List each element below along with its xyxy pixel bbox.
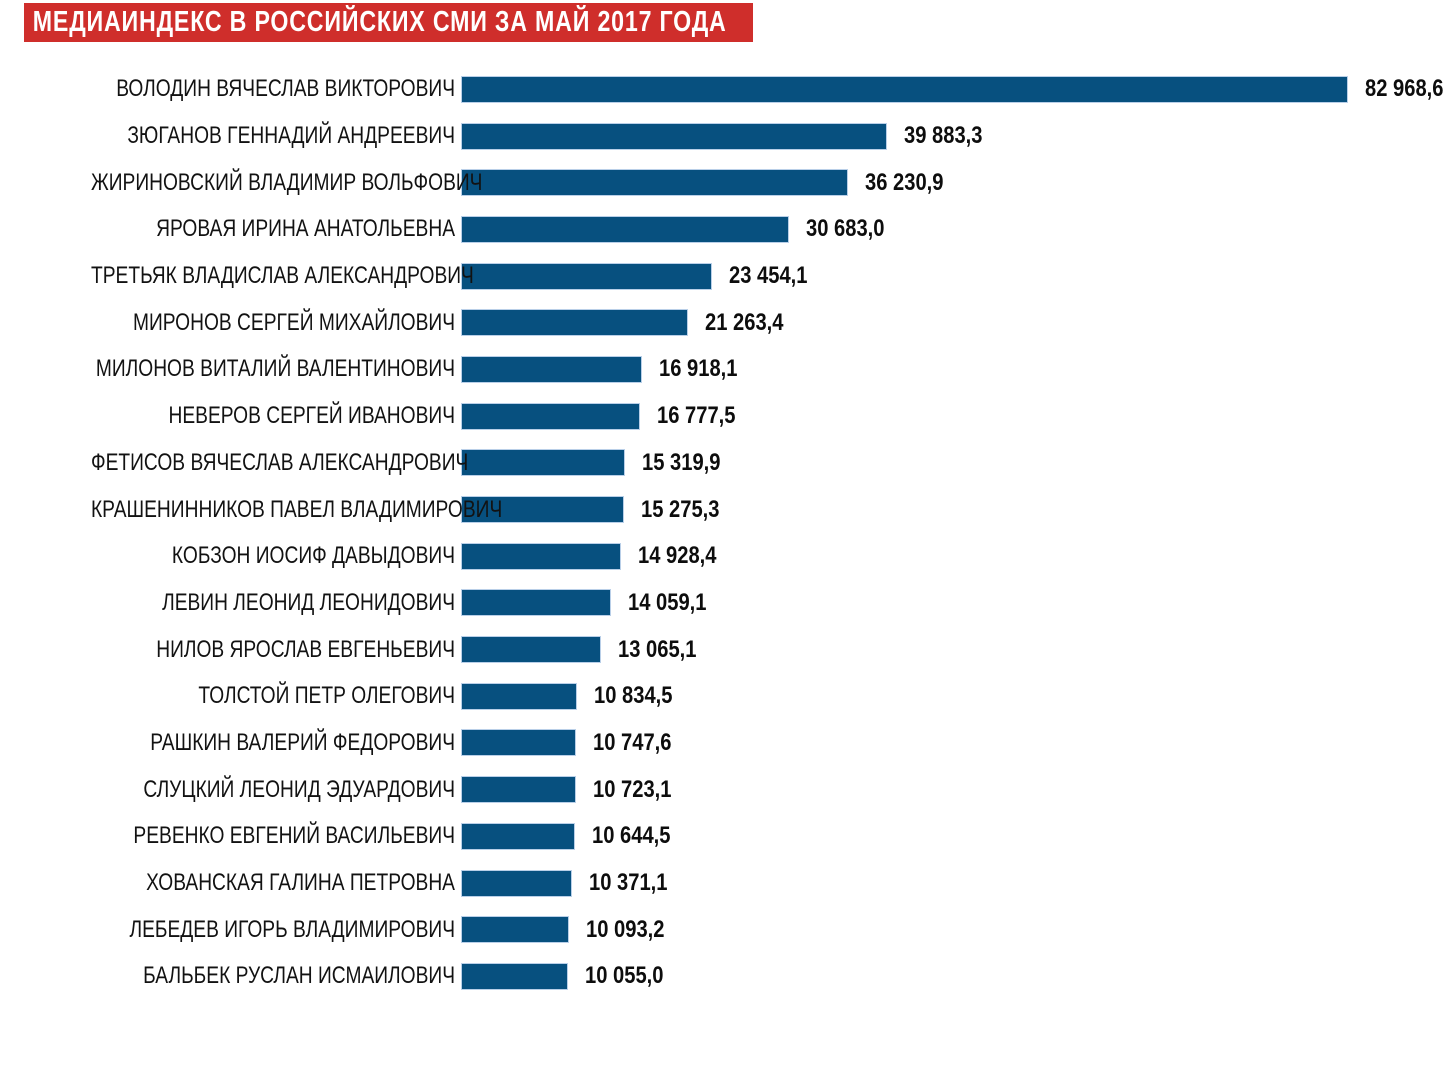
category-label: РАШКИН ВАЛЕРИЙ ФЕДОРОВИЧ bbox=[150, 728, 455, 756]
value-label: 30 683,0 bbox=[806, 215, 885, 243]
bar-row: СЛУЦКИЙ ЛЕОНИД ЭДУАРДОВИЧ 10 723,1 bbox=[0, 766, 1456, 813]
bar bbox=[461, 355, 642, 383]
bar-row: ЗЮГАНОВ ГЕННАДИЙ АНДРЕЕВИЧ 39 883,3 bbox=[0, 113, 1456, 160]
value-label: 15 319,9 bbox=[642, 448, 721, 476]
title-banner: МЕДИАИНДЕКС В РОССИЙСКИХ СМИ ЗА МАЙ 2017… bbox=[24, 3, 753, 42]
category-label: ЖИРИНОВСКИЙ ВЛАДИМИР ВОЛЬФОВИЧ bbox=[91, 168, 483, 196]
bar bbox=[461, 75, 1348, 103]
chart-title: МЕДИАИНДЕКС В РОССИЙСКИХ СМИ ЗА МАЙ 2017… bbox=[32, 6, 727, 38]
bar bbox=[461, 869, 572, 897]
category-label: НЕВЕРОВ СЕРГЕЙ ИВАНОВИЧ bbox=[168, 402, 455, 430]
value-label: 36 230,9 bbox=[865, 168, 944, 196]
value-label: 10 723,1 bbox=[593, 775, 672, 803]
bar bbox=[461, 449, 625, 477]
bar bbox=[461, 542, 621, 570]
category-label: ЯРОВАЯ ИРИНА АНАТОЛЬЕВНА bbox=[156, 215, 456, 243]
value-label: 10 093,2 bbox=[586, 915, 665, 943]
bar-row: ЯРОВАЯ ИРИНА АНАТОЛЬЕВНА 30 683,0 bbox=[0, 206, 1456, 253]
value-label: 13 065,1 bbox=[618, 635, 697, 663]
value-label: 10 834,5 bbox=[594, 682, 673, 710]
bar-chart: ВОЛОДИН ВЯЧЕСЛАВ ВИКТОРОВИЧ 82 968,6 ЗЮГАН… bbox=[0, 66, 1456, 1000]
bar bbox=[461, 729, 576, 757]
category-label: КОБЗОН ИОСИФ ДАВЫДОВИЧ bbox=[171, 542, 455, 570]
value-label: 10 371,1 bbox=[589, 869, 668, 897]
category-label: ЛЕБЕДЕВ ИГОРЬ ВЛАДИМИРОВИЧ bbox=[129, 915, 456, 943]
value-label: 14 059,1 bbox=[628, 588, 707, 616]
bar bbox=[461, 262, 712, 290]
bar-row: МИЛОНОВ ВИТАЛИЙ ВАЛЕНТИНОВИЧ 16 918,1 bbox=[0, 346, 1456, 393]
bar bbox=[461, 309, 688, 337]
value-label: 82 968,6 bbox=[1365, 75, 1444, 103]
bar-row: ФЕТИСОВ ВЯЧЕСЛАВ АЛЕКСАНДРОВИЧ 15 319,9 bbox=[0, 440, 1456, 487]
bar-row: НЕВЕРОВ СЕРГЕЙ ИВАНОВИЧ 16 777,5 bbox=[0, 393, 1456, 440]
bar bbox=[461, 496, 624, 524]
category-label: ТОЛСТОЙ ПЕТР ОЛЕГОВИЧ bbox=[198, 682, 455, 710]
category-label: МИРОНОВ СЕРГЕЙ МИХАЙЛОВИЧ bbox=[132, 308, 456, 336]
value-label: 21 263,4 bbox=[705, 308, 784, 336]
bar bbox=[461, 776, 576, 804]
category-label: МИЛОНОВ ВИТАЛИЙ ВАЛЕНТИНОВИЧ bbox=[95, 355, 456, 383]
bar bbox=[461, 215, 789, 243]
bar-row: ТРЕТЬЯК ВЛАДИСЛАВ АЛЕКСАНДРОВИЧ 23 454,1 bbox=[0, 253, 1456, 300]
category-label: ЛЕВИН ЛЕОНИД ЛЕОНИДОВИЧ bbox=[162, 588, 455, 616]
category-label: КРАШЕНИННИКОВ ПАВЕЛ ВЛАДИМИРОВИЧ bbox=[91, 495, 503, 523]
category-label: ТРЕТЬЯК ВЛАДИСЛАВ АЛЕКСАНДРОВИЧ bbox=[91, 262, 474, 290]
bar bbox=[461, 122, 887, 150]
value-label: 14 928,4 bbox=[638, 542, 717, 570]
category-label: ЗЮГАНОВ ГЕННАДИЙ АНДРЕЕВИЧ bbox=[127, 122, 455, 150]
bar bbox=[461, 682, 577, 710]
bar-row: НИЛОВ ЯРОСЛАВ ЕВГЕНЬЕВИЧ 13 065,1 bbox=[0, 626, 1456, 673]
bar-row: БАЛЬБЕК РУСЛАН ИСМАИЛОВИЧ 10 055,0 bbox=[0, 953, 1456, 1000]
bar-row: ВОЛОДИН ВЯЧЕСЛАВ ВИКТОРОВИЧ 82 968,6 bbox=[0, 66, 1456, 113]
bar bbox=[461, 822, 575, 850]
category-label: СЛУЦКИЙ ЛЕОНИД ЭДУАРДОВИЧ bbox=[143, 775, 455, 803]
value-label: 39 883,3 bbox=[904, 122, 983, 150]
bar-row: ЖИРИНОВСКИЙ ВЛАДИМИР ВОЛЬФОВИЧ 36 230,9 bbox=[0, 159, 1456, 206]
category-label: БАЛЬБЕК РУСЛАН ИСМАИЛОВИЧ bbox=[143, 962, 455, 990]
bar bbox=[461, 962, 568, 990]
category-label: РЕВЕНКО ЕВГЕНИЙ ВАСИЛЬЕВИЧ bbox=[133, 822, 456, 850]
bar-row: МИРОНОВ СЕРГЕЙ МИХАЙЛОВИЧ 21 263,4 bbox=[0, 299, 1456, 346]
bar-row: ТОЛСТОЙ ПЕТР ОЛЕГОВИЧ 10 834,5 bbox=[0, 673, 1456, 720]
value-label: 15 275,3 bbox=[641, 495, 720, 523]
bar bbox=[461, 589, 611, 617]
value-label: 10 055,0 bbox=[585, 962, 664, 990]
bar-row: ЛЕБЕДЕВ ИГОРЬ ВЛАДИМИРОВИЧ 10 093,2 bbox=[0, 906, 1456, 953]
bar bbox=[461, 916, 569, 944]
bar-row: РАШКИН ВАЛЕРИЙ ФЕДОРОВИЧ 10 747,6 bbox=[0, 720, 1456, 767]
category-label: ХОВАНСКАЯ ГАЛИНА ПЕТРОВНА bbox=[146, 869, 456, 897]
category-label: ВОЛОДИН ВЯЧЕСЛАВ ВИКТОРОВИЧ bbox=[116, 75, 455, 103]
bar-row: РЕВЕНКО ЕВГЕНИЙ ВАСИЛЬЕВИЧ 10 644,5 bbox=[0, 813, 1456, 860]
category-label: НИЛОВ ЯРОСЛАВ ЕВГЕНЬЕВИЧ bbox=[156, 635, 455, 663]
bar bbox=[461, 169, 848, 197]
value-label: 10 747,6 bbox=[593, 728, 672, 756]
value-label: 10 644,5 bbox=[592, 822, 671, 850]
bar-row: КРАШЕНИННИКОВ ПАВЕЛ ВЛАДИМИРОВИЧ 15 275,3 bbox=[0, 486, 1456, 533]
bar-row: ХОВАНСКАЯ ГАЛИНА ПЕТРОВНА 10 371,1 bbox=[0, 860, 1456, 907]
bar-row: ЛЕВИН ЛЕОНИД ЛЕОНИДОВИЧ 14 059,1 bbox=[0, 580, 1456, 627]
bar bbox=[461, 402, 640, 430]
bar-row: КОБЗОН ИОСИФ ДАВЫДОВИЧ 14 928,4 bbox=[0, 533, 1456, 580]
category-label: ФЕТИСОВ ВЯЧЕСЛАВ АЛЕКСАНДРОВИЧ bbox=[91, 448, 469, 476]
value-label: 23 454,1 bbox=[729, 262, 808, 290]
value-label: 16 777,5 bbox=[657, 402, 736, 430]
bar bbox=[461, 636, 601, 664]
value-label: 16 918,1 bbox=[659, 355, 738, 383]
